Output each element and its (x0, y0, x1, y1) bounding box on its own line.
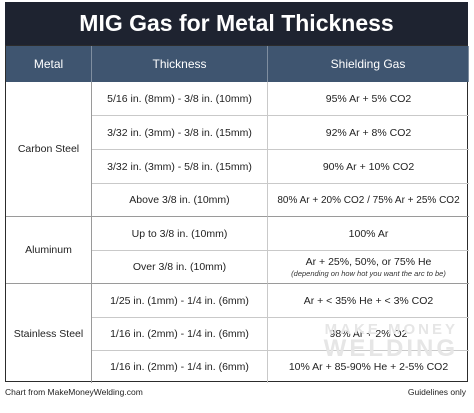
metal-cell-stainless-steel: Stainless Steel (6, 284, 92, 383)
mig-gas-table: Metal Thickness Shielding Gas Carbon Ste… (5, 45, 469, 383)
thickness-cell: 3/32 in. (3mm) - 3/8 in. (15mm) (92, 116, 268, 150)
gas-cell: 95% Ar + 5% CO2 (268, 82, 469, 116)
thickness-cell: Above 3/8 in. (10mm) (92, 184, 268, 217)
thickness-cell: 1/25 in. (1mm) - 1/4 in. (6mm) (92, 284, 268, 318)
thickness-cell: Up to 3/8 in. (10mm) (92, 217, 268, 251)
gas-cell: 98% Ar + 2% O2 (268, 318, 469, 351)
metal-cell-carbon-steel: Carbon Steel (6, 82, 92, 217)
thickness-cell: 5/16 in. (8mm) - 3/8 in. (10mm) (92, 82, 268, 116)
thickness-cell: Over 3/8 in. (10mm) (92, 251, 268, 284)
thickness-cell: 3/32 in. (3mm) - 5/8 in. (15mm) (92, 150, 268, 184)
footer: Chart from MakeMoneyWelding.com Guidelin… (5, 387, 468, 401)
metal-cell-aluminum: Aluminum (6, 217, 92, 284)
gas-cell: 10% Ar + 85-90% He + 2-5% CO2 (288, 361, 449, 373)
gas-cell: 92% Ar + 8% CO2 (268, 116, 469, 150)
gas-cell: 90% Ar + 10% CO2 (268, 150, 469, 184)
thickness-cell: 1/16 in. (2mm) - 1/4 in. (6mm) (92, 318, 268, 351)
column-header-thickness: Thickness (92, 46, 268, 82)
thickness-cell: 1/16 in. (2mm) - 1/4 in. (6mm) (92, 351, 268, 383)
gas-cell: Ar + < 35% He + < 3% CO2 (268, 284, 469, 318)
gas-value: Ar + 25%, 50%, or 75% He (305, 256, 432, 268)
column-header-metal: Metal (6, 46, 92, 82)
gas-note: (depending on how hot you want the arc t… (291, 269, 446, 278)
column-header-shielding-gas: Shielding Gas (268, 46, 469, 82)
gas-cell: 80% Ar + 20% CO2 / 75% Ar + 25% CO2 (268, 184, 469, 217)
chart-title: MIG Gas for Metal Thickness (5, 2, 468, 45)
footer-source: Chart from MakeMoneyWelding.com (5, 387, 143, 397)
footer-disclaimer: Guidelines only (407, 387, 466, 397)
gas-cell: Ar + 25%, 50%, or 75% He (depending on h… (268, 251, 469, 284)
gas-cell: 100% Ar (268, 217, 469, 251)
